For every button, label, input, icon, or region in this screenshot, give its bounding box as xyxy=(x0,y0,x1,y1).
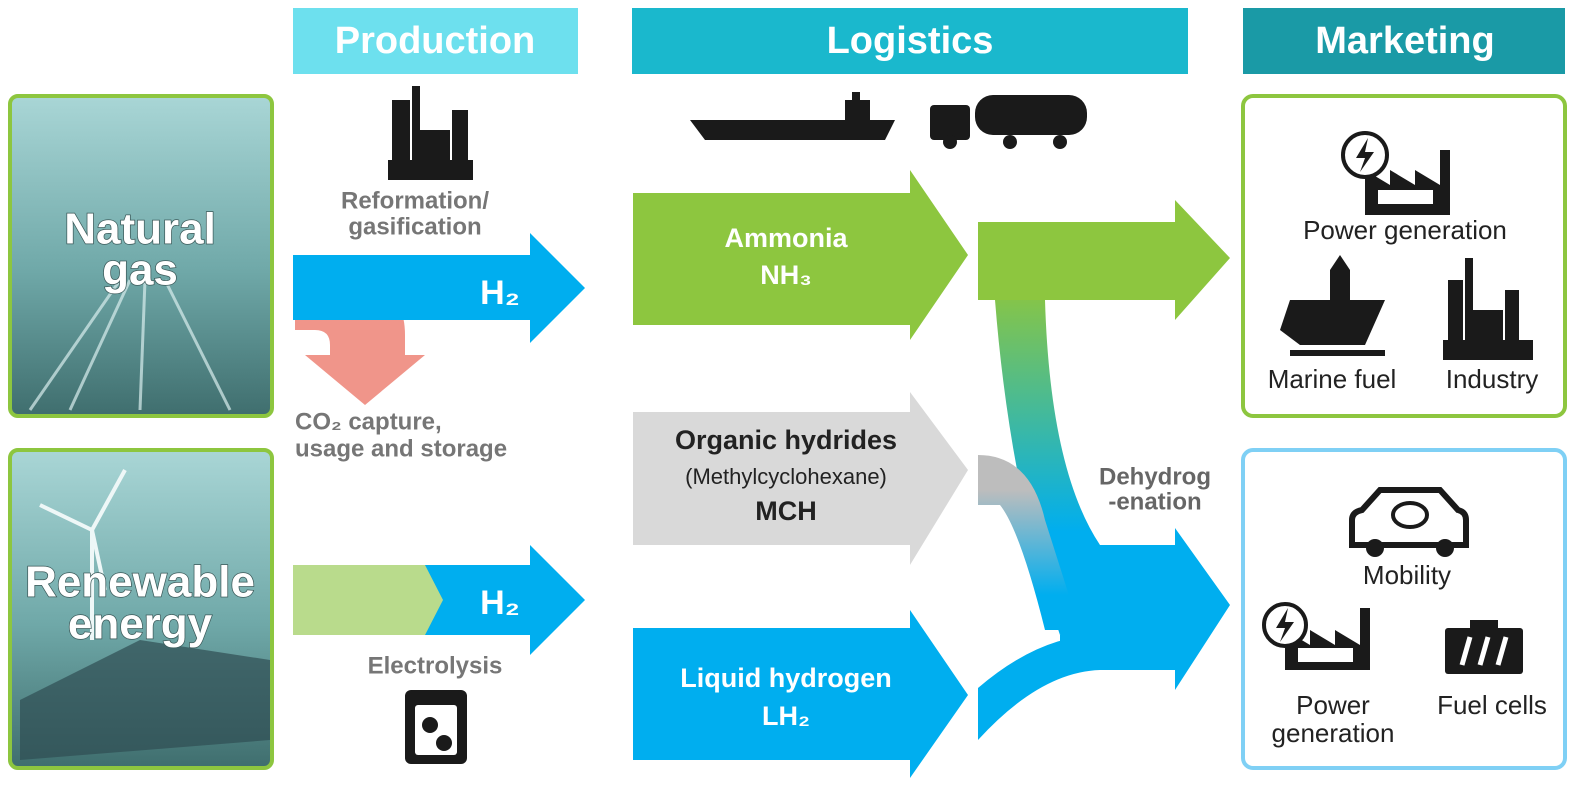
process-label: Reformation/ xyxy=(341,187,489,214)
diagram: Production Logistics Marketing Natural g… xyxy=(0,0,1591,791)
h2-label: H₂ xyxy=(480,274,520,312)
truck-icon xyxy=(930,95,1087,149)
use-label: Fuel cells xyxy=(1437,690,1547,720)
process-label: CO₂ capture, xyxy=(295,408,442,435)
process-label: Dehydrog xyxy=(1099,463,1211,490)
use-label: Power xyxy=(1296,690,1370,720)
h2-outlet-arrow xyxy=(1060,528,1230,690)
electricity-bar xyxy=(293,565,443,635)
header-title: Marketing xyxy=(1315,20,1494,62)
use-label: Marine fuel xyxy=(1268,364,1397,394)
carrier-label: Ammonia xyxy=(724,223,848,253)
refinery-icon xyxy=(388,86,473,180)
source-label: energy xyxy=(68,600,213,649)
carrier-label: MCH xyxy=(755,496,817,526)
use-label: generation xyxy=(1272,718,1395,748)
electrolyzer-icon xyxy=(405,690,467,764)
use-label: Mobility xyxy=(1363,560,1451,590)
process-label: -enation xyxy=(1108,488,1201,515)
header-title: Production xyxy=(335,20,536,62)
ship-icon xyxy=(690,92,895,140)
h2-label: H₂ xyxy=(480,584,520,622)
carrier-label: Organic hydrides xyxy=(675,425,897,455)
carrier-label: (Methylcyclohexane) xyxy=(685,464,887,489)
process-label: Electrolysis xyxy=(368,652,503,679)
process-label: usage and storage xyxy=(295,435,507,462)
header-title: Logistics xyxy=(827,20,994,62)
battery-icon xyxy=(1445,620,1523,674)
process-label: gasification xyxy=(348,213,481,240)
use-label: Industry xyxy=(1446,364,1539,394)
carrier-label: NH₃ xyxy=(760,260,811,290)
carrier-label: Liquid hydrogen xyxy=(680,663,891,693)
source-label: gas xyxy=(102,246,178,295)
carrier-label: LH₂ xyxy=(762,701,810,731)
body: Production Logistics Marketing Natural g… xyxy=(0,0,1591,791)
lh2-arrow xyxy=(633,610,968,778)
use-label: Power generation xyxy=(1303,215,1507,245)
ammonia-arrow xyxy=(633,170,968,340)
page: Hydrogen supply chain {"headers":["Produ… xyxy=(0,0,1591,791)
